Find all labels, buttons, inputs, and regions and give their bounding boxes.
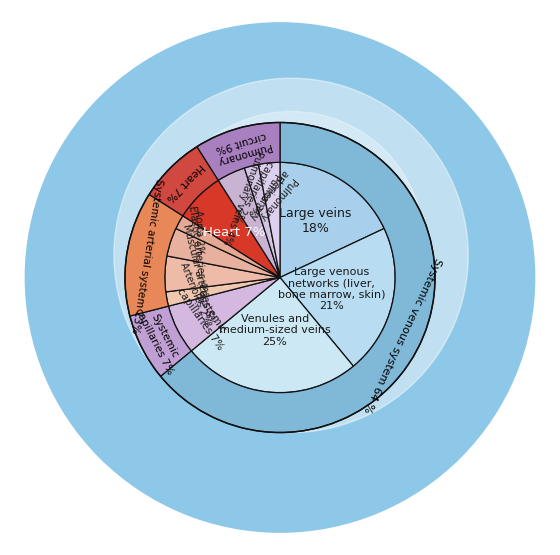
Wedge shape	[258, 163, 280, 278]
Text: Heart 7%: Heart 7%	[164, 161, 206, 203]
Wedge shape	[218, 168, 280, 278]
Circle shape	[25, 23, 535, 532]
Wedge shape	[161, 123, 435, 432]
Wedge shape	[280, 163, 384, 278]
Circle shape	[158, 112, 424, 377]
Wedge shape	[192, 278, 353, 392]
Text: Arterioles 2%: Arterioles 2%	[178, 261, 212, 326]
Wedge shape	[176, 216, 280, 278]
Text: Systemic
capillaries 7%: Systemic capillaries 7%	[175, 280, 235, 352]
Wedge shape	[125, 194, 183, 316]
Text: Systemic arterial system 13%: Systemic arterial system 13%	[129, 178, 164, 334]
Wedge shape	[183, 180, 280, 278]
Wedge shape	[197, 123, 280, 180]
Text: Pulmonary
arteries 3%: Pulmonary arteries 3%	[246, 168, 298, 224]
Wedge shape	[244, 164, 280, 278]
Text: Systemic venous system 64 %: Systemic venous system 64 %	[362, 256, 443, 414]
Text: Pulmonary veins 4%: Pulmonary veins 4%	[221, 149, 264, 246]
Wedge shape	[166, 278, 280, 306]
Wedge shape	[130, 306, 192, 376]
Text: Aorta 2%: Aorta 2%	[193, 210, 204, 255]
Text: Systemic
capillaries 7%: Systemic capillaries 7%	[133, 301, 186, 376]
Text: Large veins
18%: Large veins 18%	[279, 208, 352, 235]
Text: Heart 7%: Heart 7%	[203, 225, 266, 239]
Text: Pulmonary
capillaries 2%: Pulmonary capillaries 2%	[232, 159, 285, 229]
Text: Large venous
networks (liver,
bone marrow, skin)
21%: Large venous networks (liver, bone marro…	[278, 267, 386, 311]
Text: Muscular arteries 5%: Muscular arteries 5%	[181, 224, 216, 326]
Wedge shape	[169, 278, 280, 351]
Text: Venules and
medium-sized veins
25%: Venules and medium-sized veins 25%	[219, 314, 331, 347]
Wedge shape	[280, 229, 395, 366]
Circle shape	[196, 156, 373, 333]
Text: Pulmonary
circuit 9%: Pulmonary circuit 9%	[213, 130, 272, 166]
Circle shape	[114, 78, 468, 432]
Wedge shape	[149, 147, 218, 216]
Text: Elastic arteries 4%: Elastic arteries 4%	[188, 205, 208, 297]
Wedge shape	[167, 229, 280, 278]
Wedge shape	[165, 256, 280, 292]
